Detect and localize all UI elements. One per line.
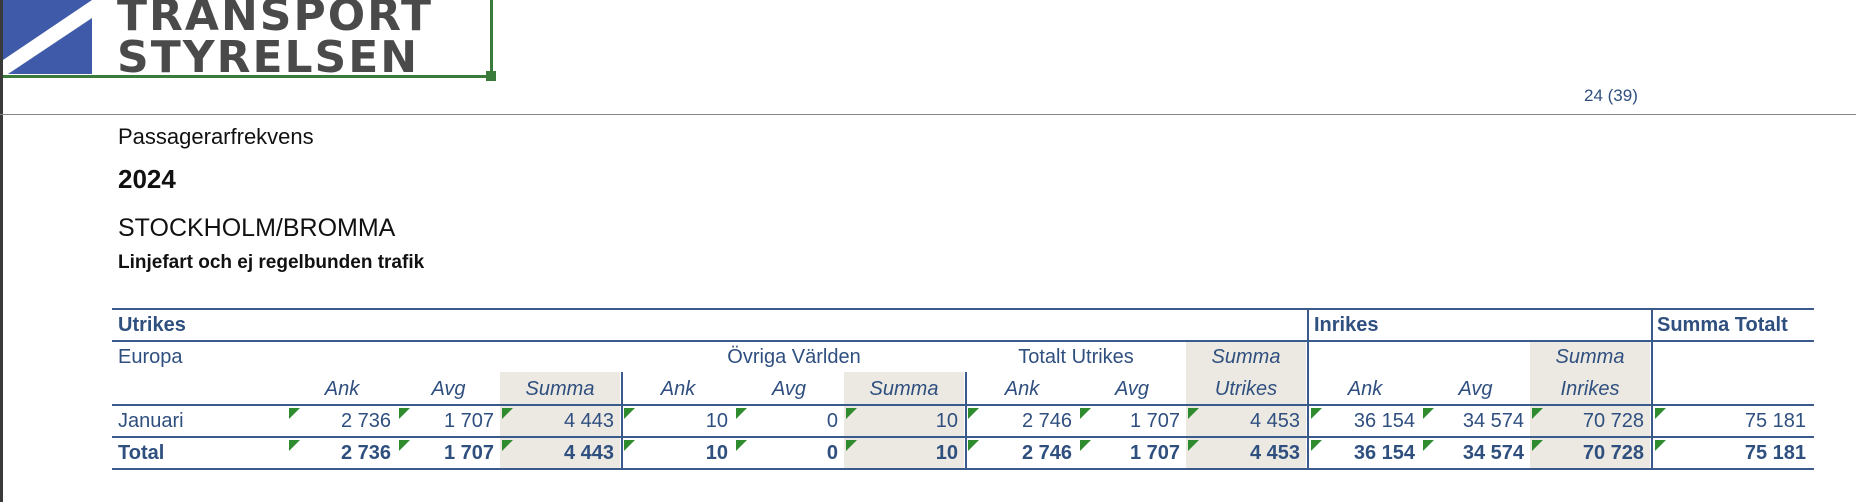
table-cell[interactable]: 2 746	[1021, 442, 1072, 464]
sheet-left-border	[0, 0, 3, 502]
cell-comment-marker-icon[interactable]	[289, 408, 300, 419]
inrikes-total-divider	[1651, 308, 1653, 470]
selection-resize-handle[interactable]	[486, 71, 496, 81]
table-cell[interactable]: 1 707	[1129, 410, 1180, 432]
airport-name: STOCKHOLM/BROMMA	[118, 214, 396, 242]
cell-comment-marker-icon[interactable]	[399, 408, 410, 419]
transportstyrelsen-logo-icon	[0, 0, 92, 74]
col-ovriga-avg: Avg	[771, 378, 807, 400]
group-rule	[112, 340, 1814, 342]
header-summa-inrikes-line2: Inrikes	[1560, 378, 1620, 400]
cell-comment-marker-icon[interactable]	[1423, 440, 1434, 451]
col-inrikes-avg: Avg	[1458, 378, 1493, 400]
report-category: Passagerarfrekvens	[118, 124, 314, 149]
cell-comment-marker-icon[interactable]	[289, 440, 300, 451]
table-bottom-rule	[112, 468, 1814, 470]
cell-comment-marker-icon[interactable]	[1311, 408, 1322, 419]
traffic-type: Linjefart och ej regelbunden trafik	[118, 252, 425, 273]
table-cell[interactable]: 4 453	[1249, 410, 1300, 432]
table-cell[interactable]: 4 443	[563, 410, 614, 432]
table-cell[interactable]: 4 443	[563, 442, 614, 464]
summa-inrikes-shade	[1530, 342, 1650, 470]
table-top-rule	[112, 308, 1814, 310]
header-ovriga: Övriga Världen	[727, 346, 861, 368]
table-cell[interactable]: 34 574	[1462, 410, 1524, 432]
table-cell[interactable]: 36 154	[1353, 442, 1415, 464]
cell-comment-marker-icon[interactable]	[624, 440, 635, 451]
header-bottom-rule	[112, 404, 1814, 406]
cell-comment-marker-icon[interactable]	[846, 440, 857, 451]
table-cell[interactable]: 0	[826, 410, 838, 432]
table-cell[interactable]: 2 746	[1021, 410, 1072, 432]
passenger-table: Utrikes Inrikes Summa Totalt Europa Övri…	[112, 308, 1814, 470]
table-cell[interactable]: 1 707	[443, 442, 494, 464]
cell-comment-marker-icon[interactable]	[1188, 408, 1199, 419]
cell-comment-marker-icon[interactable]	[502, 440, 513, 451]
header-summa-utrikes-line1: Summa	[1211, 346, 1281, 368]
table-cell[interactable]: 34 574	[1462, 442, 1524, 464]
header-summa-utrikes-line2: Utrikes	[1214, 378, 1278, 400]
table-cell[interactable]: 1 707	[443, 410, 494, 432]
header-europa: Europa	[118, 346, 183, 368]
table-cell[interactable]: 10	[935, 410, 958, 432]
table-cell[interactable]: 4 453	[1249, 442, 1300, 464]
table-cell[interactable]: 2 736	[340, 442, 391, 464]
cell-comment-marker-icon[interactable]	[736, 440, 747, 451]
page-header-rule	[0, 114, 1856, 115]
header-summa-inrikes-line1: Summa	[1555, 346, 1625, 368]
table-cell[interactable]: 0	[826, 442, 838, 464]
summa-utrikes-shade	[1186, 342, 1306, 470]
cell-comment-marker-icon[interactable]	[502, 408, 513, 419]
table-cell[interactable]: 10	[705, 442, 728, 464]
cell-comment-marker-icon[interactable]	[846, 408, 857, 419]
row-rule	[112, 436, 1814, 438]
cell-comment-marker-icon[interactable]	[1532, 440, 1543, 451]
col-inrikes-ank: Ank	[1347, 378, 1383, 400]
table-cell[interactable]: 36 154	[1353, 410, 1415, 432]
cell-comment-marker-icon[interactable]	[1423, 408, 1434, 419]
cell-comment-marker-icon[interactable]	[1080, 440, 1091, 451]
cell-comment-marker-icon[interactable]	[968, 408, 979, 419]
col-ovriga-ank: Ank	[660, 378, 696, 400]
utrikes-inrikes-divider	[1307, 308, 1309, 470]
cell-comment-marker-icon[interactable]	[1080, 408, 1091, 419]
summa-europa-shade	[500, 372, 620, 470]
table-cell[interactable]: 75 181	[1744, 410, 1806, 432]
row-label[interactable]: Januari	[118, 410, 184, 432]
cell-comment-marker-icon[interactable]	[1655, 440, 1666, 451]
logo-text-line2: STYRELSEN	[117, 32, 420, 83]
row-label[interactable]: Total	[118, 442, 165, 464]
table-cell[interactable]: 2 736	[340, 410, 391, 432]
col-ovriga-summa: Summa	[869, 378, 939, 400]
summa-ovriga-shade	[844, 372, 964, 470]
col-europa-avg: Avg	[431, 378, 466, 400]
cell-comment-marker-icon[interactable]	[736, 408, 747, 419]
col-europa-summa: Summa	[525, 378, 595, 400]
europa-ovriga-divider	[621, 372, 623, 470]
cell-comment-marker-icon[interactable]	[1532, 408, 1543, 419]
cell-comment-marker-icon[interactable]	[399, 440, 410, 451]
col-totalt-ank: Ank	[1004, 378, 1040, 400]
header-inrikes: Inrikes	[1314, 314, 1379, 336]
col-totalt-avg: Avg	[1114, 378, 1150, 400]
cell-comment-marker-icon[interactable]	[1311, 440, 1322, 451]
header-utrikes: Utrikes	[118, 314, 186, 336]
col-europa-ank: Ank	[324, 378, 360, 400]
header-totalt-utrikes: Totalt Utrikes	[1018, 346, 1134, 368]
table-cell[interactable]: 1 707	[1129, 442, 1180, 464]
logo-text-line1: TRANSPORT	[117, 0, 434, 41]
table-cell[interactable]: 70 728	[1582, 442, 1644, 464]
table-cell[interactable]: 10	[705, 410, 728, 432]
cell-comment-marker-icon[interactable]	[968, 440, 979, 451]
cell-comment-marker-icon[interactable]	[1655, 408, 1666, 419]
header-summa-totalt: Summa Totalt	[1657, 314, 1788, 336]
cell-comment-marker-icon[interactable]	[1188, 440, 1199, 451]
table-cell[interactable]: 70 728	[1582, 410, 1644, 432]
table-cell[interactable]: 75 181	[1744, 442, 1806, 464]
ovriga-totalt-divider	[965, 372, 967, 470]
page-number: 24 (39)	[1584, 86, 1638, 105]
report-year: 2024	[118, 164, 176, 194]
table-cell[interactable]: 10	[935, 442, 958, 464]
cell-comment-marker-icon[interactable]	[624, 408, 635, 419]
